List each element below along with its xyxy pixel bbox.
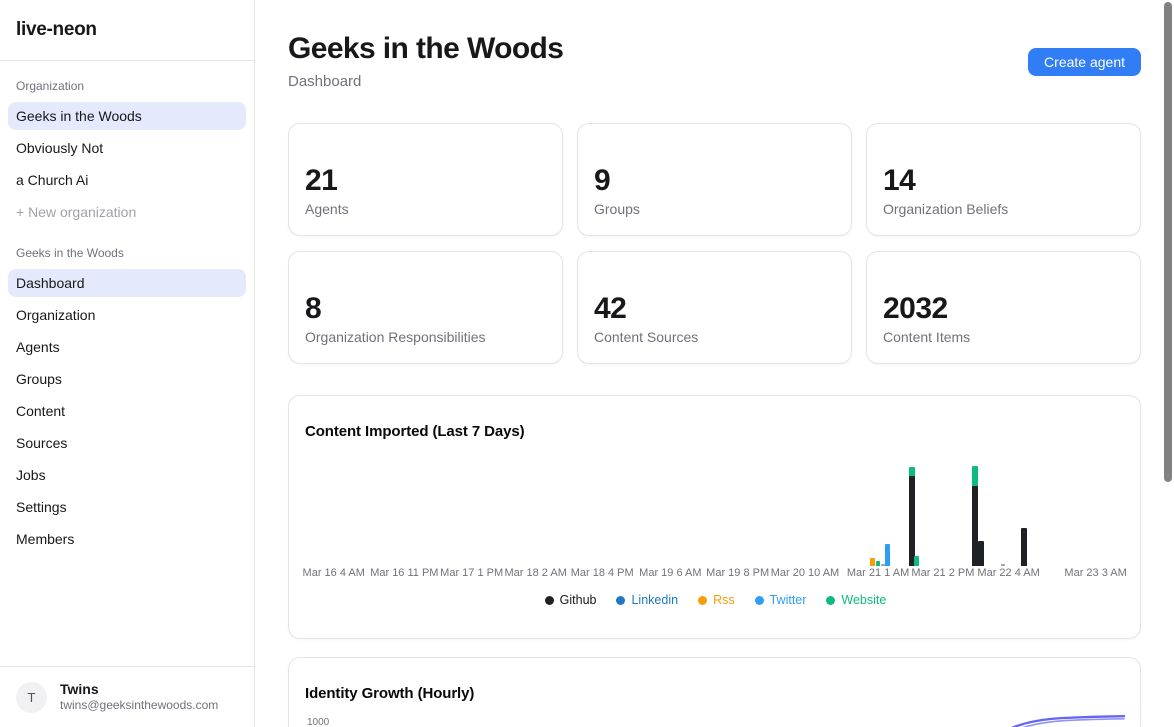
legend-item-twitter[interactable]: Twitter: [754, 593, 807, 607]
stat-card-agents: 21 Agents: [288, 123, 563, 236]
bar-website: [914, 556, 919, 566]
sidebar-item-settings[interactable]: Settings: [16, 499, 67, 515]
chart-title: Identity Growth (Hourly): [305, 685, 475, 702]
sidebar-item-jobs[interactable]: Jobs: [16, 467, 46, 483]
legend-dot-icon: [616, 595, 626, 605]
x-axis-label: Mar 16 4 AM: [302, 567, 365, 579]
bar-github: [978, 541, 984, 566]
legend-dot-icon: [698, 595, 708, 605]
bar-twitter: [885, 544, 890, 566]
stat-value: 8: [305, 292, 322, 325]
bar-github: [909, 476, 915, 566]
legend-label: Twitter: [769, 593, 807, 607]
x-axis-label: Mar 23 3 AM: [1064, 567, 1127, 579]
x-axis-label: Mar 17 1 PM: [440, 567, 504, 579]
main-content: Geeks in the Woods Dashboard Create agen…: [256, 0, 1174, 727]
user-info: Twins twins@geeksinthewoods.com: [60, 681, 218, 713]
org-nav-section: Geeks in the Woods Dashboard Organizatio…: [8, 246, 246, 553]
avatar: T: [16, 681, 47, 713]
sidebar-item-groups[interactable]: Groups: [16, 371, 62, 387]
growth-line-soft: [1022, 718, 1125, 727]
stat-card-organization-beliefs: 14 Organization Beliefs: [866, 123, 1141, 236]
content-imported-xaxis: Mar 16 4 AM Mar 16 11 PM Mar 17 1 PM Mar 18…: [302, 567, 1127, 581]
legend-dot-icon: [826, 595, 836, 605]
legend-dot-icon: [544, 595, 554, 605]
sidebar-item-members[interactable]: Members: [16, 531, 75, 547]
page-title: Geeks in the Woods: [288, 32, 564, 65]
org-item-a-church-ai[interactable]: a Church Ai: [16, 172, 89, 188]
sidebar-item-agents[interactable]: Agents: [16, 339, 60, 355]
new-organization-button[interactable]: + New organization: [16, 204, 137, 220]
x-axis-label: Mar 19 8 PM: [706, 567, 770, 579]
bar-github: [1021, 528, 1027, 566]
legend-label: Website: [841, 593, 887, 607]
org-switcher-section: Organization Geeks in the Woods Obviousl…: [8, 79, 246, 226]
legend-label: Linkedin: [631, 593, 679, 607]
stat-label: Agents: [305, 201, 349, 217]
identity-growth-line-chart: [1011, 715, 1126, 727]
stat-card-organization-responsibilities: 8 Organization Responsibilities: [288, 251, 563, 364]
legend-item-linkedin[interactable]: Linkedin: [616, 593, 678, 607]
x-axis-label: Mar 21 2 PM: [911, 567, 975, 579]
bar-github: [972, 486, 978, 566]
stat-label: Content Sources: [594, 329, 699, 345]
page-subtitle: Dashboard: [288, 73, 362, 90]
stat-label: Organization Beliefs: [883, 201, 1009, 217]
create-agent-button[interactable]: Create agent: [1028, 48, 1141, 76]
page-header: Geeks in the Woods Dashboard Create agen…: [288, 31, 1141, 90]
stat-value: 14: [883, 164, 916, 197]
stat-value: 2032: [883, 292, 948, 325]
section-label-organization: Organization: [16, 79, 85, 93]
sidebar: live-neon Organization Geeks in the Wood…: [0, 0, 255, 727]
x-axis-label: Mar 22 4 AM: [977, 567, 1040, 579]
org-item-geeks-in-the-woods[interactable]: Geeks in the Woods: [8, 102, 246, 130]
sidebar-item-content[interactable]: Content: [16, 403, 66, 419]
bar-rss: [870, 558, 875, 566]
legend-label: Rss: [713, 593, 735, 607]
bar-github: [881, 564, 885, 566]
x-axis-label: Mar 19 6 AM: [639, 567, 702, 579]
y-axis-tick-1000: 1000: [307, 717, 330, 727]
legend-item-rss[interactable]: Rss: [698, 593, 735, 607]
sidebar-item-sources[interactable]: Sources: [16, 435, 68, 451]
stat-card-content-items: 2032 Content Items: [866, 251, 1141, 364]
user-name: Twins: [60, 681, 99, 697]
stat-card-content-sources: 42 Content Sources: [577, 251, 852, 364]
stat-label: Content Items: [883, 329, 971, 345]
sidebar-item-dashboard[interactable]: Dashboard: [8, 269, 246, 297]
stat-card-groups: 9 Groups: [577, 123, 852, 236]
org-item-obviously-not[interactable]: Obviously Not: [16, 140, 104, 156]
section-label-current-org: Geeks in the Woods: [16, 246, 124, 260]
legend-dot-icon: [754, 595, 764, 605]
x-axis-label: Mar 20 10 AM: [770, 567, 840, 579]
sidebar-nav: Organization Geeks in the Woods Obviousl…: [0, 61, 254, 666]
bar-website: [876, 561, 880, 566]
stat-value: 42: [594, 292, 627, 325]
sidebar-item-organization[interactable]: Organization: [16, 307, 96, 323]
vertical-scrollbar-thumb[interactable]: [1164, 2, 1172, 482]
x-axis-label: Mar 18 4 PM: [570, 567, 634, 579]
x-axis-label: Mar 18 2 AM: [504, 567, 567, 579]
content-imported-plot: [305, 459, 1126, 566]
app-brand: live-neon: [0, 0, 254, 61]
stats-grid: 21 Agents 9 Groups 14 Organization Belie…: [288, 123, 1141, 364]
content-imported-chart-card: Content Imported (Last 7 Days) Mar 16 4 …: [288, 395, 1141, 639]
user-menu[interactable]: T Twins twins@geeksinthewoods.com: [0, 666, 254, 727]
user-email: twins@geeksinthewoods.com: [60, 698, 219, 712]
stat-label: Groups: [594, 201, 640, 217]
bar-github: [1001, 564, 1005, 566]
legend-label: Github: [559, 593, 597, 607]
chart-title: Content Imported (Last 7 Days): [305, 423, 525, 440]
stat-value: 9: [594, 164, 611, 197]
legend-item-website[interactable]: Website: [826, 593, 886, 607]
x-axis-label: Mar 16 11 PM: [370, 567, 439, 579]
content-imported-legend: Github Linkedin Rss Twitter Website: [305, 592, 1126, 608]
stat-label: Organization Responsibilities: [305, 329, 486, 345]
stat-value: 21: [305, 164, 338, 197]
identity-growth-chart-card: Identity Growth (Hourly) 1000: [288, 657, 1141, 727]
legend-item-github[interactable]: Github: [544, 593, 597, 607]
x-axis-label: Mar 21 1 AM: [846, 567, 910, 579]
growth-line: [1011, 715, 1126, 727]
